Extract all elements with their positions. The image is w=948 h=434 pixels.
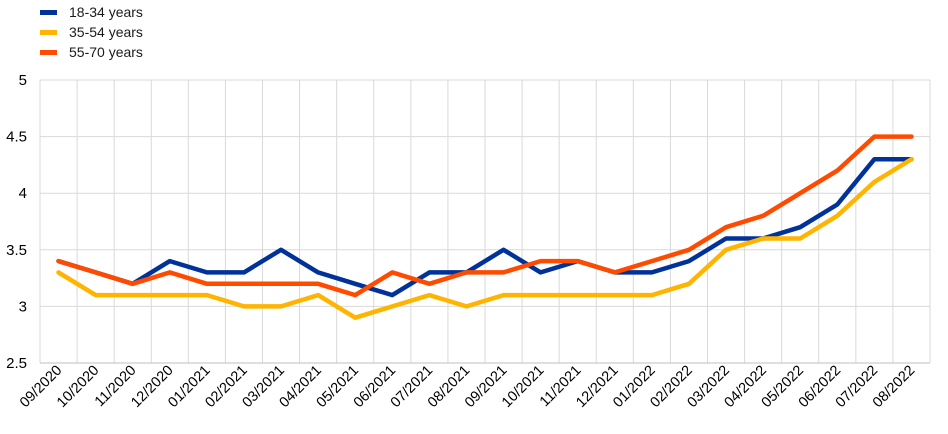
legend-label-55-70: 55-70 years bbox=[69, 44, 143, 60]
x-tick-label: 08/2022 bbox=[870, 363, 918, 411]
series-line-35-54-years bbox=[56, 156, 914, 320]
y-tick-label: 3.5 bbox=[6, 242, 27, 259]
x-tick-label: 10/2020 bbox=[54, 363, 102, 411]
y-tick-label: 5 bbox=[19, 72, 27, 89]
legend-swatch-55-70 bbox=[40, 49, 57, 55]
y-tick-label: 3 bbox=[19, 298, 27, 315]
legend-item-18-34: 18-34 years bbox=[40, 2, 143, 22]
y-tick-label: 4.5 bbox=[6, 129, 27, 146]
legend-item-35-54: 35-54 years bbox=[40, 22, 143, 42]
series-line-55-70-years bbox=[56, 134, 914, 298]
legend-label-18-34: 18-34 years bbox=[69, 4, 143, 20]
legend-swatch-35-54 bbox=[40, 29, 57, 35]
y-tick-label: 2.5 bbox=[6, 355, 27, 372]
legend-swatch-18-34 bbox=[40, 9, 57, 15]
legend-item-55-70: 55-70 years bbox=[40, 42, 143, 62]
y-tick-label: 4 bbox=[19, 185, 27, 202]
chart-legend: 18-34 years 35-54 years 55-70 years bbox=[40, 2, 143, 62]
legend-label-35-54: 35-54 years bbox=[69, 24, 143, 40]
x-tick-label: 10/2021 bbox=[499, 363, 547, 411]
